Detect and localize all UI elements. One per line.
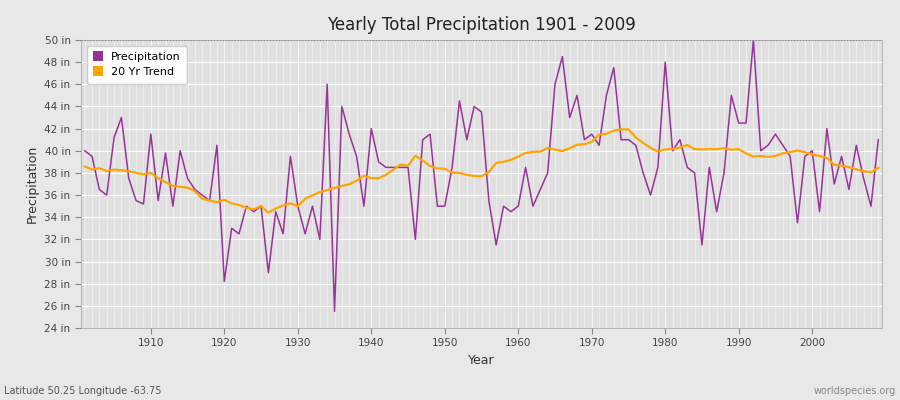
X-axis label: Year: Year [468, 354, 495, 367]
Text: Latitude 50.25 Longitude -63.75: Latitude 50.25 Longitude -63.75 [4, 386, 162, 396]
Legend: Precipitation, 20 Yr Trend: Precipitation, 20 Yr Trend [86, 46, 187, 84]
Text: worldspecies.org: worldspecies.org [814, 386, 896, 396]
Title: Yearly Total Precipitation 1901 - 2009: Yearly Total Precipitation 1901 - 2009 [327, 16, 636, 34]
Y-axis label: Precipitation: Precipitation [26, 145, 39, 223]
